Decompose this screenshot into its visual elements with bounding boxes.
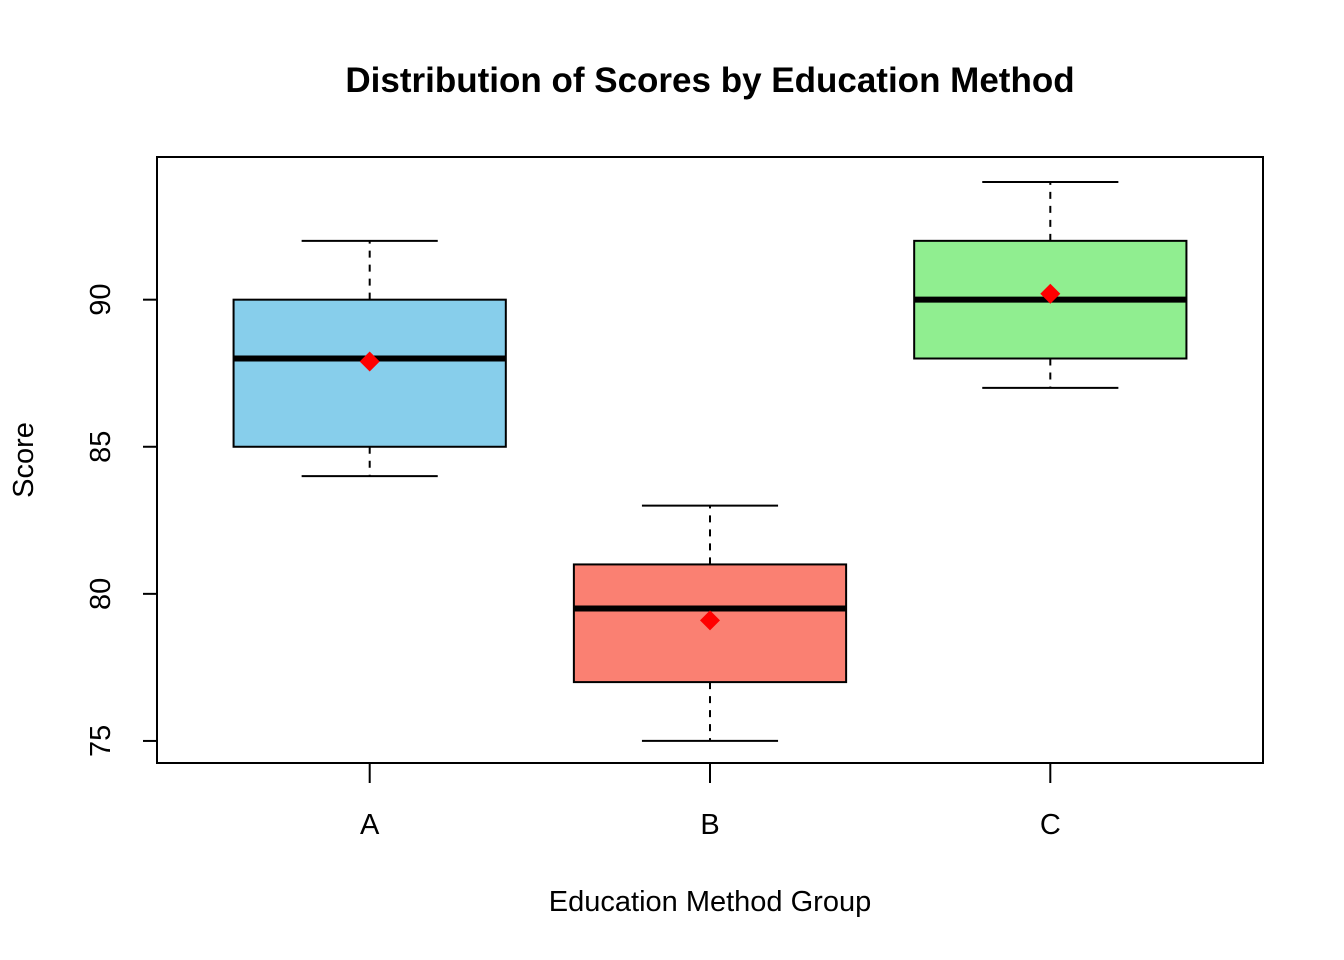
box-group-c (913, 181, 1188, 389)
mean-marker (1040, 283, 1061, 304)
x-tick-label: B (700, 809, 719, 841)
y-axis-label: Score (8, 422, 40, 498)
y-tick-label: 80 (85, 578, 117, 610)
x-axis-label: Education Method Group (549, 886, 871, 918)
box-group-a (232, 239, 507, 478)
chart-title: Distribution of Scores by Education Meth… (345, 61, 1074, 100)
x-tick-label: C (1040, 809, 1061, 841)
mean-marker (700, 610, 720, 631)
box (232, 298, 507, 448)
box-group-b (572, 504, 848, 742)
x-tick-label: A (360, 809, 380, 841)
y-tick-label: 90 (85, 284, 117, 316)
y-tick-label: 85 (85, 431, 117, 463)
y-tick-label: 75 (85, 725, 117, 757)
mean-marker (359, 351, 380, 372)
plot-area (232, 181, 1188, 742)
